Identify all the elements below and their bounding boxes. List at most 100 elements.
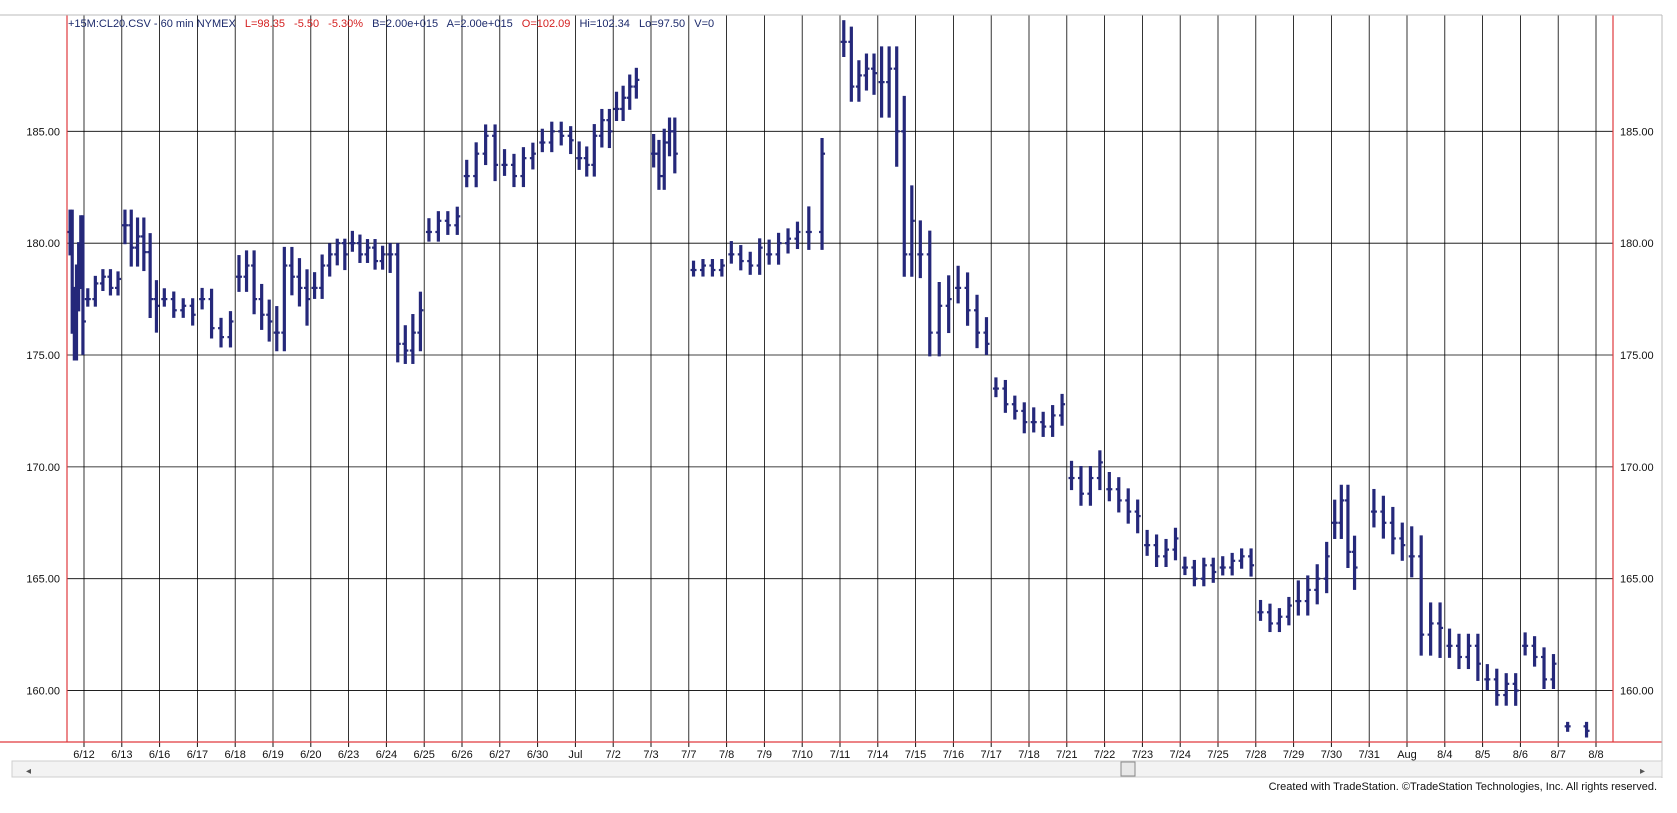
ohlc-bar — [1040, 411, 1047, 437]
ohlc-bar — [266, 299, 273, 342]
ohlc-bar — [936, 282, 943, 357]
ohlc-bar — [147, 233, 154, 319]
ohlc-bar — [326, 243, 333, 277]
x-tick-label: 7/2 — [606, 749, 621, 761]
ohlc-bar — [1200, 557, 1207, 587]
ohlc-bar — [379, 245, 386, 270]
x-tick-label: 7/22 — [1094, 749, 1115, 761]
ohlc-bar — [1134, 499, 1141, 534]
ohlc-bar — [718, 258, 725, 277]
y-tick-label-right: 180.00 — [1620, 238, 1654, 250]
ohlc-bar — [1030, 407, 1037, 433]
ohlc-bar — [243, 250, 250, 292]
x-tick-label: 7/28 — [1245, 749, 1266, 761]
x-tick-label: 6/18 — [224, 749, 245, 761]
ohlc-bar — [394, 243, 401, 363]
ohlc-bar — [848, 26, 855, 102]
ohlc-bar — [1512, 673, 1519, 706]
ohlc-bar — [444, 211, 451, 235]
ohlc-bar — [1389, 506, 1396, 555]
ohlc-bar — [1531, 636, 1538, 667]
ohlc-bar — [1106, 472, 1113, 502]
chevron-left-icon[interactable]: ◂ — [26, 766, 31, 777]
x-tick-label: 7/14 — [867, 749, 888, 761]
ohlc-bar — [863, 53, 870, 91]
x-tick-label: 6/17 — [187, 749, 208, 761]
ohlc-bar — [1550, 654, 1557, 690]
ohlc-bar — [992, 377, 999, 398]
ohlc-bar — [529, 142, 536, 170]
ohlc-bar — [908, 185, 915, 277]
ohlc-bar — [878, 46, 885, 118]
ohlc-bar — [855, 60, 862, 102]
ohlc-bar — [699, 258, 706, 277]
ohlc-bar — [463, 159, 470, 188]
ohlc-bar — [1219, 556, 1226, 576]
ohlc-bar — [1257, 599, 1264, 621]
ohlc-bar — [1238, 548, 1245, 569]
x-tick-label: 7/25 — [1207, 749, 1228, 761]
ohlc-bar — [1096, 450, 1103, 491]
ohlc-bar — [356, 234, 363, 263]
x-tick-label: 6/16 — [149, 749, 170, 761]
ohlc-bar — [633, 67, 640, 99]
ohlc-bar — [140, 217, 147, 272]
ohlc-bar — [1304, 575, 1311, 616]
horizontal-scrollbar[interactable]: ◂ ▸ — [11, 760, 1663, 778]
ohlc-bar — [227, 311, 234, 348]
x-tick-label: Jul — [568, 749, 582, 761]
ohlc-bar — [288, 246, 295, 296]
ohlc-bar — [626, 74, 633, 110]
ohlc-bar — [273, 306, 280, 352]
x-tick-label: 7/3 — [643, 749, 658, 761]
ohlc-bar — [1087, 465, 1094, 506]
ohlc-bar — [598, 108, 605, 148]
ohlc-bar — [1248, 548, 1255, 577]
ohlc-bar — [1370, 488, 1377, 528]
ohlc-bar — [349, 230, 356, 252]
ohlc-bar — [510, 153, 517, 188]
x-axis: 6/12 6/13 6/16 6/17 6/18 6/19 6/20 6/23 6/24 6/25… — [73, 742, 1604, 761]
ohlc-bar — [893, 46, 900, 167]
ohlc-bar — [1295, 580, 1302, 616]
ohlc-bar — [364, 239, 371, 263]
ohlc-bar — [304, 269, 311, 326]
ohlc-bar — [983, 317, 990, 356]
x-tick-label: 7/23 — [1132, 749, 1153, 761]
vertical-gridlines — [83, 15, 1597, 742]
ohlc-bar — [709, 258, 716, 277]
ohlc-bar — [756, 238, 763, 275]
ohlc-bar — [737, 245, 744, 271]
chevron-right-icon[interactable]: ▸ — [1640, 766, 1645, 777]
ohlc-bar — [1181, 556, 1188, 576]
ohlc-bar — [1541, 647, 1548, 690]
y-tick-label-right: 170.00 — [1620, 462, 1654, 474]
ohlc-bar — [794, 221, 801, 250]
ohlc-bar — [128, 209, 135, 267]
ohlc-bar — [1021, 402, 1028, 434]
y-tick-label-right: 165.00 — [1620, 574, 1654, 586]
ohlc-bar — [690, 260, 697, 277]
ohlc-bar — [1153, 534, 1160, 568]
ohlc-bar — [107, 269, 114, 296]
ohlc-bar — [311, 272, 318, 299]
x-tick-label: 8/4 — [1437, 749, 1452, 761]
ohlc-bar — [435, 211, 442, 242]
ohlc-bar — [1344, 484, 1351, 569]
ohlc-bar — [121, 209, 128, 245]
ohlc-bar — [1172, 527, 1179, 561]
y-tick-label-left: 180.00 — [26, 238, 60, 250]
ohlc-bar — [1399, 522, 1406, 561]
scrollbar-thumb[interactable] — [1120, 761, 1136, 777]
ohlc-bar — [1437, 602, 1444, 658]
x-tick-label: 7/31 — [1358, 749, 1379, 761]
ohlc-bar — [1380, 495, 1387, 539]
ohlc-bar — [1583, 721, 1590, 738]
y-axis-left: 160.00 165.00 170.00 175.00 180.00 185.00 — [26, 126, 60, 697]
ohlc-bar — [235, 255, 242, 292]
ohlc-bar — [1115, 477, 1122, 513]
x-tick-label: 7/18 — [1018, 749, 1039, 761]
ohlc-bar — [728, 241, 735, 264]
